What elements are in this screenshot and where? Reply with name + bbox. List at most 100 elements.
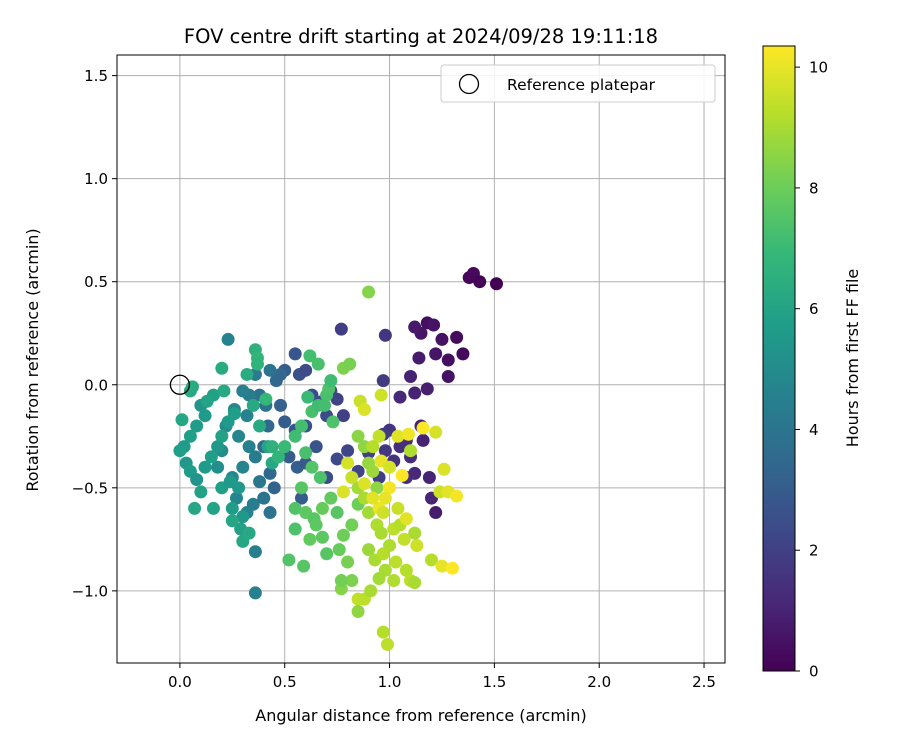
data-point [236,460,250,474]
colorbar-ticks: 0 2 4 6 8 10 [795,59,828,681]
data-point [211,460,225,474]
data-point [445,561,459,575]
data-point [288,501,302,515]
colorbar-tick-label: 0 [809,663,819,681]
data-point [183,429,197,443]
data-point [408,466,422,480]
data-point [259,392,273,406]
data-point [441,370,455,384]
data-point [246,398,260,412]
data-point [456,347,470,361]
data-point [395,468,409,482]
data-point [391,429,405,443]
data-point [303,349,317,363]
data-point [489,277,503,291]
data-point [336,528,350,542]
data-point [357,477,371,491]
legend-box [440,64,716,103]
data-point [473,275,487,289]
data-point [399,563,413,577]
legend: Reference platepar [440,64,716,103]
data-point [343,357,357,371]
data-point [332,543,346,557]
data-point [357,402,371,416]
colorbar-tick-label: 6 [809,300,819,318]
data-point [236,510,250,524]
x-tick-label: 2.0 [587,673,611,691]
data-point [393,440,407,454]
data-point [336,485,350,499]
colorbar-label: Hours from first FF file [843,269,862,448]
data-point [345,471,359,485]
data-point [309,440,323,454]
data-point [274,367,288,381]
data-point [265,440,279,454]
data-point [263,506,277,520]
data-point [240,409,254,423]
data-point [412,351,426,365]
data-point [341,456,355,470]
data-point [200,394,214,408]
data-point [215,361,229,375]
data-point [263,466,277,480]
x-tick-label: 1.5 [482,673,506,691]
data-point [341,444,355,458]
data-point [341,555,355,569]
data-point [366,464,380,478]
data-point [391,501,405,515]
colorbar-tick-label: 2 [809,542,819,560]
data-point [441,353,455,367]
colorbar: 0 2 4 6 8 10 Hours from first FF file [762,45,862,681]
data-point [364,584,378,598]
y-tick-label: −0.5 [72,479,108,497]
data-point [420,382,434,396]
data-point [318,398,332,412]
x-tick-label: 1.0 [378,673,402,691]
data-point [198,409,212,423]
data-point [429,506,443,520]
data-point [288,347,302,361]
data-point [397,532,411,546]
data-point [299,446,313,460]
data-point [313,471,327,485]
data-point [404,444,418,458]
data-point [330,452,344,466]
y-tick-label: 0.0 [84,376,108,394]
legend-label: Reference platepar [507,76,656,94]
data-point [267,481,281,495]
data-point [437,462,451,476]
data-point [242,440,256,454]
data-point [389,555,403,569]
colorbar-gradient [762,45,796,672]
data-point [227,407,241,421]
colorbar-tick-label: 10 [809,59,828,77]
data-point [450,489,464,503]
data-point [288,429,302,443]
reference-platepar-marker [169,374,191,395]
data-point [297,559,311,573]
data-point [242,526,256,540]
grid [117,55,725,663]
data-point [330,506,344,520]
data-point [309,518,323,532]
data-point [315,530,329,544]
data-point [204,450,218,464]
data-point [383,460,397,474]
data-point [278,440,292,454]
data-point [190,473,204,487]
x-tick-label: 2.5 [692,673,716,691]
data-point [311,357,325,371]
x-tick-label: 0.0 [168,673,192,691]
data-point [324,491,338,505]
data-point [408,526,422,540]
data-point [232,429,246,443]
data-point [380,637,394,651]
data-point [427,318,441,332]
y-axis: −1.0 −0.5 0.0 0.5 1.0 1.5 [72,67,117,600]
data-point [230,491,244,505]
data-point [336,409,350,423]
data-point [301,390,315,404]
y-tick-label: −1.0 [72,582,108,600]
data-point [198,460,212,474]
